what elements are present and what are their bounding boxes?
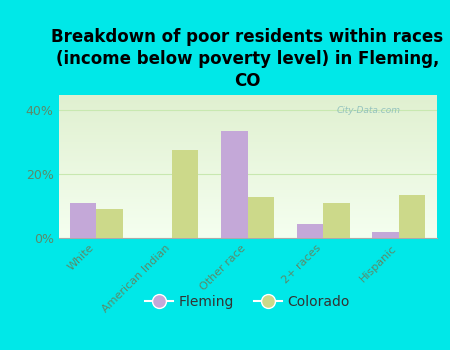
Bar [221, 131, 248, 238]
Text: City-Data.com: City-Data.com [337, 106, 400, 115]
Bar [399, 195, 425, 238]
Legend: Fleming, Colorado: Fleming, Colorado [140, 289, 356, 314]
Bar [323, 203, 350, 238]
Bar [96, 209, 123, 238]
Bar [372, 232, 399, 238]
Title: Breakdown of poor residents within races
(income below poverty level) in Fleming: Breakdown of poor residents within races… [51, 28, 444, 90]
Bar [172, 150, 198, 238]
Bar [297, 224, 323, 238]
Bar [70, 203, 96, 238]
Bar [248, 197, 274, 238]
